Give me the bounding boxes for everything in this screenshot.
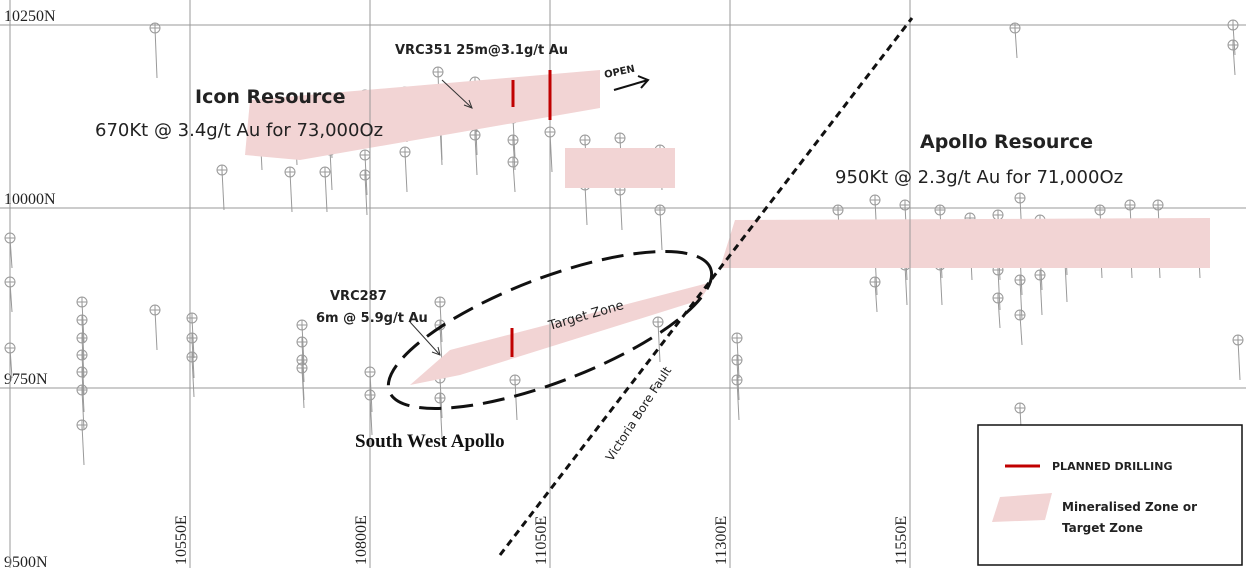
northing-label: 10250N: [4, 8, 56, 25]
hole-trace: [939, 264, 943, 306]
northing-label: 10000N: [4, 191, 56, 208]
northing-label: 9500N: [4, 554, 48, 568]
easting-label: 11550E: [893, 516, 910, 565]
easting-label: 10800E: [353, 515, 370, 565]
hole-trace: [584, 184, 588, 226]
target-zone: [410, 282, 712, 385]
hole-trace: [904, 264, 908, 306]
hole-trace: [81, 371, 85, 413]
hole-trace: [1019, 279, 1023, 321]
northing-label: 9750N: [4, 371, 48, 388]
easting-label: 11050E: [533, 516, 550, 565]
hole-trace: [514, 379, 518, 421]
hole-trace: [221, 169, 225, 211]
icon-title: Icon Resource: [195, 86, 345, 108]
hole-trace: [736, 379, 740, 421]
fault-label: Victoria Bore Fault: [603, 364, 675, 464]
hole-trace: [81, 319, 85, 361]
legend-zone-2: Target Zone: [1062, 521, 1143, 535]
open-label: OPEN: [603, 64, 636, 81]
vrc287-detail: 6m @ 5.9g/t Au: [316, 311, 428, 326]
hole-trace: [657, 321, 661, 363]
hole-trace: [324, 171, 328, 213]
hole-trace: [289, 171, 293, 213]
hole-trace: [154, 309, 158, 351]
apollo-zone: [720, 218, 1210, 268]
hole-trace: [81, 389, 85, 431]
hole-trace: [301, 324, 305, 366]
hole-trace: [1064, 261, 1068, 303]
hole-trace: [154, 27, 158, 79]
apollo-title: Apollo Resource: [920, 131, 1093, 153]
hole-trace: [736, 337, 740, 379]
icon-zone: [245, 70, 600, 160]
hole-trace: [1237, 339, 1241, 381]
hole-trace: [997, 269, 1001, 311]
apollo-detail: 950Kt @ 2.3g/t Au for 71,000Oz: [835, 167, 1123, 188]
legend-planned: PLANNED DRILLING: [1052, 460, 1173, 473]
hole-trace: [81, 301, 85, 343]
hole-trace: [329, 149, 333, 191]
hole-trace: [512, 117, 516, 159]
hole-trace: [404, 151, 408, 193]
hole-trace: [81, 337, 85, 379]
legend-zone-swatch: [992, 493, 1052, 522]
legend: [977, 424, 1243, 566]
fault-line: [498, 17, 914, 556]
icon-detail: 670Kt @ 3.4g/t Au for 73,000Oz: [95, 120, 383, 141]
vrc287-label: VRC287: [330, 289, 387, 304]
vrc351-label: VRC351 25m@3.1g/t Au: [395, 43, 568, 58]
hole-trace: [191, 337, 195, 379]
easting-label: 10550E: [173, 515, 190, 565]
target-ellipse: [386, 250, 714, 410]
hole-trace: [1039, 274, 1043, 316]
hole-trace: [659, 209, 663, 251]
hole-trace: [619, 189, 623, 231]
hole-trace: [474, 134, 478, 176]
easting-label: 11300E: [713, 516, 730, 565]
hole-trace: [439, 301, 443, 343]
callouts: [409, 79, 473, 356]
hole-trace: [439, 397, 443, 439]
hole-trace: [81, 424, 85, 466]
open-arrow: [613, 75, 650, 91]
hole-trace: [191, 356, 195, 398]
legend-zone-1: Mineralised Zone or: [1062, 500, 1197, 514]
hole-trace: [301, 341, 305, 383]
south-west-apollo: South West Apollo: [355, 431, 505, 452]
icon-zone-2: [565, 148, 675, 188]
